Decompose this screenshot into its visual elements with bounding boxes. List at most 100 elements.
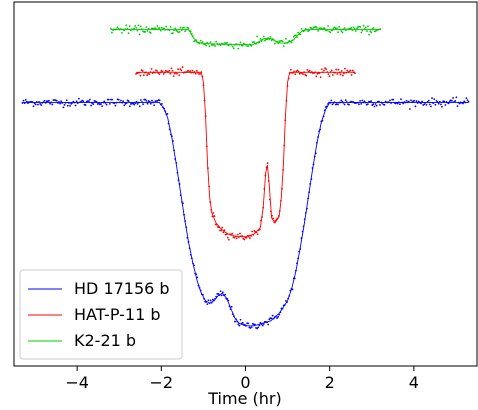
hd-17156-b-data-point	[413, 99, 416, 102]
hd-17156-b-data-point	[82, 100, 85, 103]
hd-17156-b-data-point	[405, 99, 408, 102]
hd-17156-b-data-point	[101, 105, 104, 108]
hat-p-11-b-data-point	[294, 73, 297, 76]
hat-p-11-b-data-point	[302, 73, 304, 76]
hat-p-11-b-data-point	[315, 75, 318, 78]
hat-p-11-b-data-point	[306, 69, 309, 71]
hd-17156-b-data-point	[434, 103, 437, 106]
hd-17156-b-data-point	[370, 100, 373, 102]
hd-17156-b-data-point	[423, 103, 426, 106]
hat-p-11-b-data-point	[176, 72, 178, 75]
hd-17156-b-data-point	[285, 299, 287, 302]
hd-17156-b-data-point	[271, 314, 274, 317]
hat-p-11-b-data-point	[156, 70, 158, 72]
hd-17156-b-data-point	[463, 100, 466, 103]
hat-p-11-b-data-point	[221, 226, 224, 229]
hd-17156-b-data-point	[441, 105, 443, 108]
k2-21-b-data-point	[241, 44, 244, 47]
k2-21-b-data-point	[327, 25, 329, 27]
k2-21-b-model-line	[110, 29, 381, 46]
hd-17156-b-data-point	[90, 104, 92, 107]
hd-17156-b-data-point	[374, 103, 377, 105]
hat-p-11-b-data-point	[172, 75, 175, 78]
hat-p-11-b-data-point	[177, 68, 179, 71]
hd-17156-b-data-point	[409, 108, 411, 110]
hat-p-11-b-data-point	[319, 76, 322, 79]
hd-17156-b-data-point	[458, 102, 461, 105]
hat-p-11-b-data-point	[243, 238, 246, 241]
hat-p-11-b-data-point	[308, 69, 311, 72]
hd-17156-b-data-point	[440, 103, 442, 106]
hd-17156-b-data-point	[433, 98, 436, 101]
hd-17156-b-data-point	[427, 99, 430, 102]
k2-21-b-data-point	[120, 31, 123, 34]
hat-p-11-b-data-point	[194, 72, 197, 75]
hd-17156-b-data-point	[132, 102, 135, 105]
hat-p-11-b-data-point	[320, 68, 323, 71]
k2-21-b-data-point	[343, 27, 346, 29]
hd-17156-b-data-point	[379, 104, 381, 106]
k2-21-b-data-point	[336, 27, 338, 30]
hd-17156-b-data-point	[142, 103, 144, 106]
k2-21-b-data-point	[208, 45, 211, 48]
legend-label: HD 17156 b	[74, 279, 170, 298]
hd-17156-b-data-point	[454, 100, 457, 102]
hd-17156-b-data-point	[145, 99, 148, 102]
k2-21-b-data-point	[126, 27, 129, 30]
k2-21-b-data-point	[290, 41, 293, 44]
k2-21-b-data-point	[158, 27, 161, 29]
hd-17156-b-data-point	[65, 99, 68, 102]
hd-17156-b-data-point	[359, 99, 361, 102]
k2-21-b-data-point	[266, 38, 269, 41]
k2-21-b-data-point	[237, 47, 240, 50]
k2-21-b-data-point	[360, 31, 363, 34]
k2-21-b-data-point	[109, 27, 112, 30]
hat-p-11-b-data-point	[189, 70, 192, 72]
k2-21-b-data-point	[215, 40, 218, 43]
k2-21-b-data-point	[138, 33, 141, 36]
hat-p-11-b-data-point	[168, 69, 171, 72]
hd-17156-b-data-point	[430, 105, 432, 108]
hd-17156-b-data-point	[415, 100, 418, 102]
hat-p-11-b-data-point	[213, 215, 216, 217]
hat-p-11-b-data-point	[289, 68, 292, 71]
hat-p-11-b-data-point	[245, 236, 248, 239]
hat-p-11-b-data-point	[293, 70, 296, 73]
k2-21-b-data-point	[285, 37, 287, 40]
k2-21-b-data-point	[139, 25, 142, 28]
hd-17156-b-data-point	[348, 103, 350, 106]
hd-17156-b-data-point	[22, 99, 25, 102]
k2-21-b-data-point	[134, 25, 137, 27]
legend-box	[19, 269, 183, 360]
k2-21-b-data-point	[256, 35, 259, 38]
hd-17156-b-data-point	[217, 293, 220, 295]
hat-p-11-b-data-point	[170, 67, 173, 70]
k2-21-b-data-point	[184, 30, 186, 33]
hd-17156-b-data-point	[270, 317, 273, 320]
hd-17156-b-data-point	[331, 103, 334, 106]
hd-17156-b-data-point	[220, 294, 223, 297]
k2-21-b-data-point	[269, 35, 272, 38]
k2-21-b-data-point	[262, 35, 265, 38]
hat-p-11-b-data-point	[178, 74, 181, 77]
hat-p-11-b-data-point	[239, 232, 241, 235]
k2-21-b-data-point	[209, 41, 212, 44]
hat-p-11-b-data-point	[351, 69, 354, 72]
hat-p-11-b-data-point	[220, 229, 223, 232]
k2-21-b-data-point	[145, 26, 148, 29]
hat-p-11-b-data-point	[146, 74, 149, 77]
hd-17156-b-data-point	[108, 102, 111, 105]
hd-17156-b-data-point	[389, 99, 391, 102]
k2-21-b-data-point	[370, 31, 373, 34]
hd-17156-b-data-point	[224, 293, 226, 296]
k2-21-b-data-point	[317, 29, 320, 32]
k2-21-b-data-point	[183, 26, 185, 29]
legend-label: K2-21 b	[74, 331, 136, 350]
k2-21-b-data-point	[282, 45, 285, 48]
hat-p-11-b-data-point	[150, 68, 153, 70]
hd-17156-b-data-point	[59, 102, 61, 105]
k2-21-b-data-point	[299, 33, 302, 36]
k2-21-b-data-point	[116, 26, 119, 29]
hat-p-11-b-data-point	[212, 211, 215, 214]
